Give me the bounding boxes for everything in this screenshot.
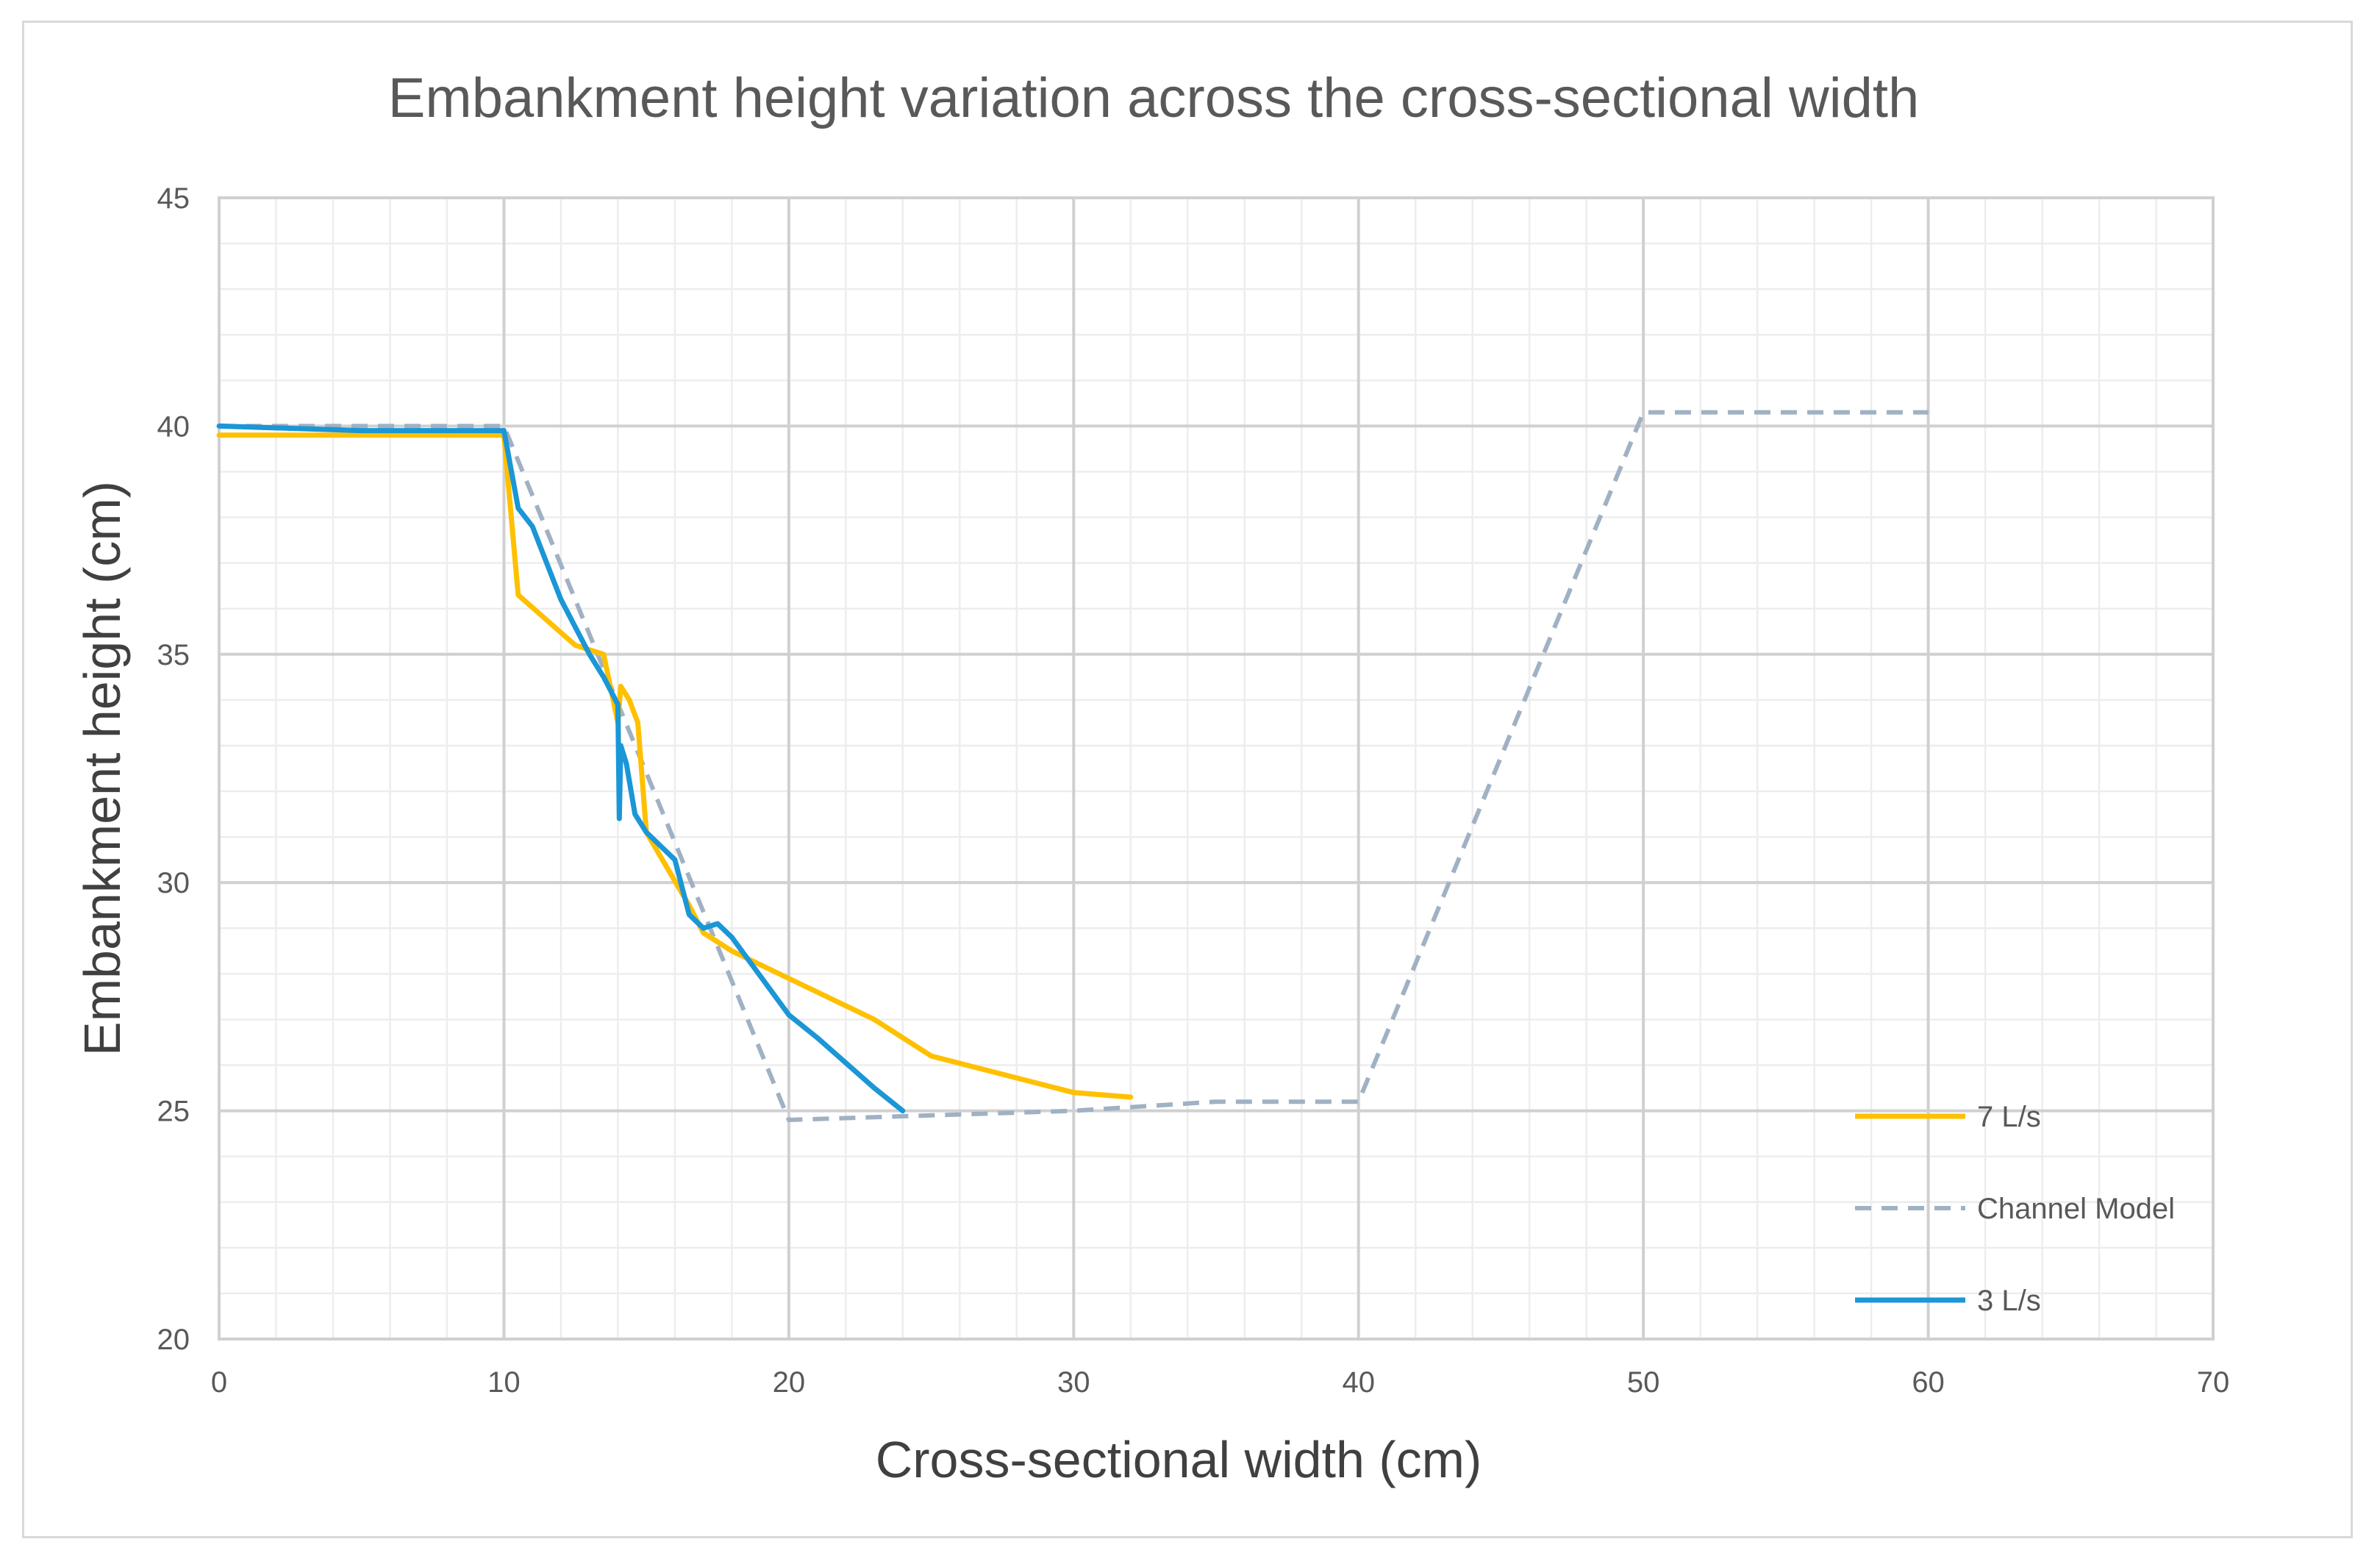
y-tick-label: 40	[157, 410, 190, 443]
y-axis-title: Embankment height (cm)	[74, 481, 131, 1056]
x-tick-label: 70	[2197, 1366, 2230, 1399]
tick-labels: 0 10 20 30 40 50 60 70 20 25 30 35 40 45	[157, 182, 2230, 1399]
y-tick-label: 35	[157, 639, 190, 671]
x-tick-label: 40	[1342, 1366, 1375, 1399]
legend-label: Channel Model	[1977, 1193, 2175, 1225]
chart-frame: Embankment height variation across the c…	[22, 21, 2353, 1538]
x-tick-label: 50	[1627, 1366, 1660, 1399]
x-tick-label: 0	[211, 1366, 227, 1399]
x-tick-label: 30	[1057, 1366, 1090, 1399]
legend: 7 L/s Channel Model 3 L/s	[1855, 1101, 2175, 1317]
legend-label: 7 L/s	[1977, 1101, 2041, 1133]
series-line-channel-model	[219, 410, 1929, 1122]
y-tick-label: 45	[157, 182, 190, 215]
series-layer	[216, 410, 1929, 1122]
series-line-7-l-s	[216, 432, 1134, 1100]
y-tick-label: 25	[157, 1096, 190, 1128]
series-line-3-l-s	[216, 423, 906, 1114]
y-tick-label: 20	[157, 1324, 190, 1356]
x-tick-label: 60	[1912, 1366, 1945, 1399]
x-axis-title: Cross-sectional width (cm)	[876, 1431, 1482, 1488]
chart-svg: Embankment height variation across the c…	[74, 67, 2230, 1488]
chart-title: Embankment height variation across the c…	[388, 67, 1920, 129]
plot-area-border	[218, 196, 2215, 1341]
x-tick-label: 20	[773, 1366, 806, 1399]
grid	[218, 196, 2215, 1341]
legend-label: 3 L/s	[1977, 1285, 2041, 1317]
y-tick-label: 30	[157, 867, 190, 899]
x-tick-label: 10	[487, 1366, 521, 1399]
